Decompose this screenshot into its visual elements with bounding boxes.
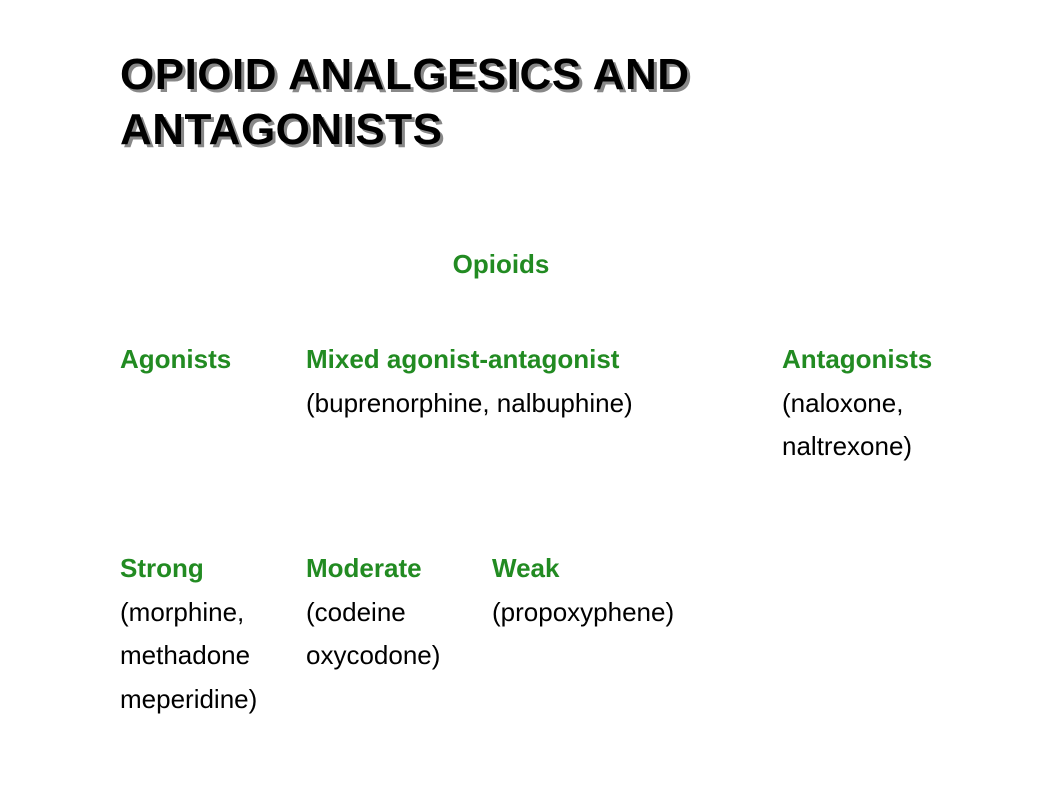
mixed-column: Mixed agonist-antagonist (buprenorphine,… [306, 338, 782, 469]
mixed-examples: (buprenorphine, nalbuphine) [306, 382, 782, 426]
weak-column: Weak (propoxyphene) [492, 547, 942, 722]
strong-label: Strong [120, 547, 306, 591]
moderate-column: Moderate (codeine oxycodone) [306, 547, 492, 722]
weak-label: Weak [492, 547, 942, 591]
subcategory-row: Strong (morphine, methadone meperidine) … [120, 547, 942, 722]
antagonists-examples-2: naltrexone) [782, 425, 942, 469]
strong-column: Strong (morphine, methadone meperidine) [120, 547, 306, 722]
agonists-column: Agonists [120, 338, 306, 469]
agonists-label: Agonists [120, 338, 306, 382]
category-row: Agonists Mixed agonist-antagonist (bupre… [120, 338, 942, 469]
moderate-line2: oxycodone) [306, 634, 492, 678]
moderate-label: Moderate [306, 547, 492, 591]
antagonists-examples-1: (naloxone, [782, 382, 942, 426]
strong-line1: (morphine, [120, 591, 306, 635]
subtitle: Opioids [60, 249, 942, 280]
antagonists-column: Antagonists (naloxone, naltrexone) [782, 338, 942, 469]
mixed-label: Mixed agonist-antagonist [306, 338, 782, 382]
strong-line2: methadone [120, 634, 306, 678]
weak-line1: (propoxyphene) [492, 591, 942, 635]
strong-line3: meperidine) [120, 678, 306, 722]
slide-container: OPIOID ANALGESICS AND ANTAGONISTS Opioid… [0, 0, 1062, 722]
moderate-line1: (codeine [306, 591, 492, 635]
slide-title: OPIOID ANALGESICS AND ANTAGONISTS [120, 47, 942, 157]
antagonists-label: Antagonists [782, 338, 942, 382]
